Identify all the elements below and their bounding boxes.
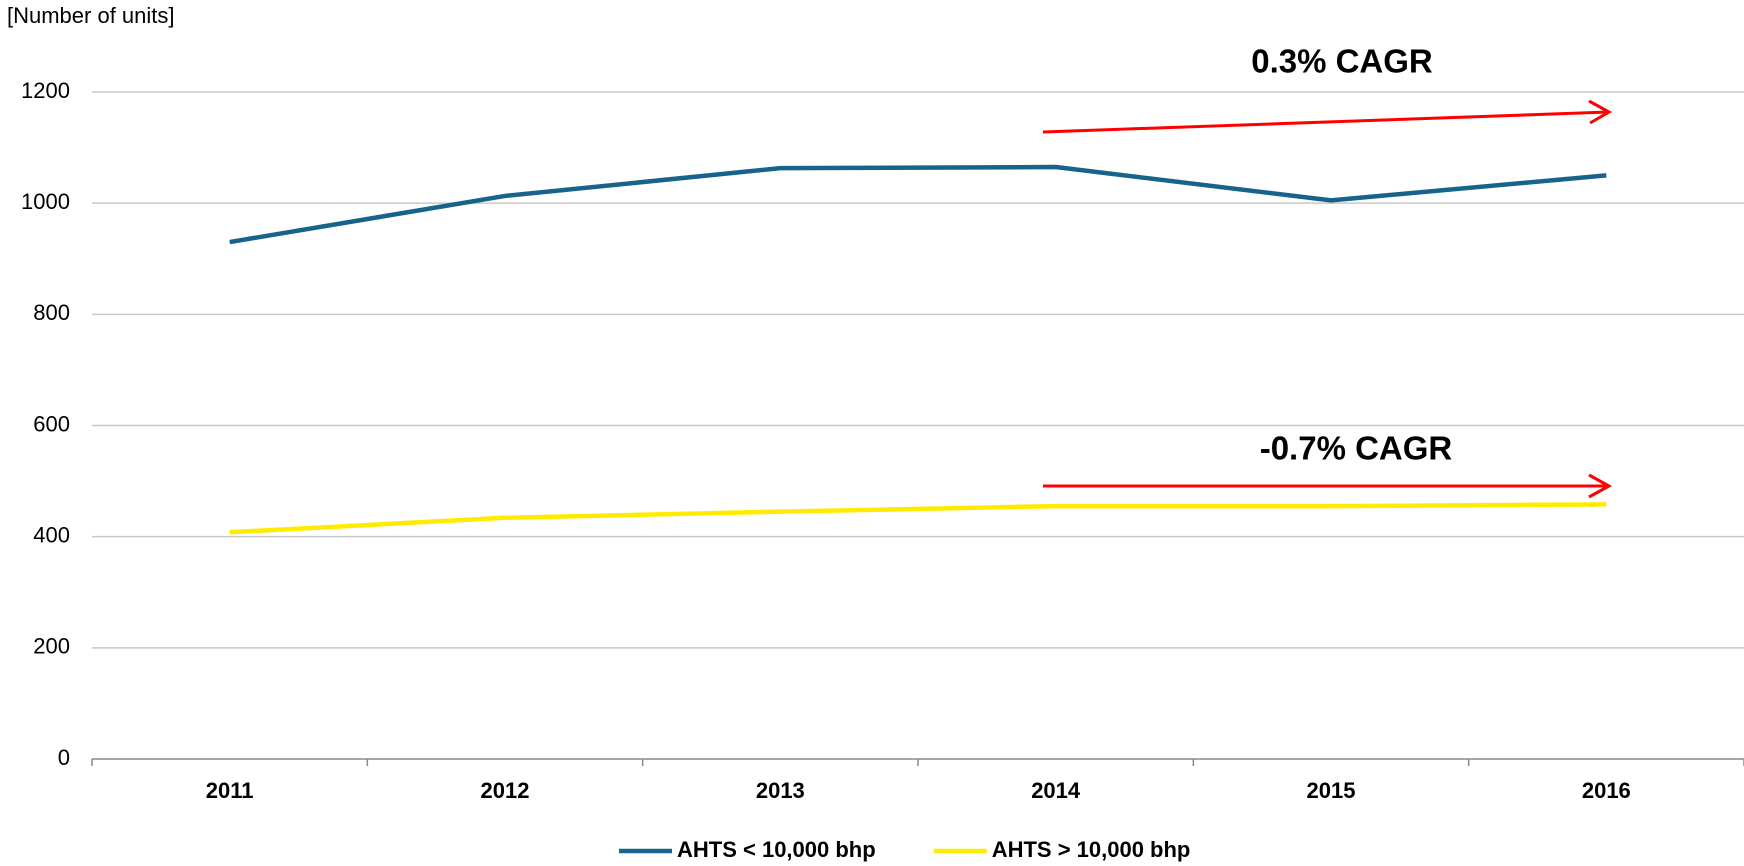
- line-series: [229, 502, 1607, 535]
- line-series: [229, 164, 1607, 245]
- x-tick-label: 2016: [1582, 778, 1631, 803]
- y-tick-label: 1200: [21, 78, 70, 103]
- annotation: -0.7% CAGR: [1260, 430, 1453, 467]
- legend-label: AHTS < 10,000 bhp: [677, 837, 876, 862]
- x-tick-label: 2013: [756, 778, 805, 803]
- y-tick-label: 600: [33, 411, 70, 436]
- arrow: [1042, 99, 1613, 134]
- annotation: 0.3% CAGR: [1251, 43, 1433, 80]
- x-tick-label: 2015: [1307, 778, 1356, 803]
- y-axis-label: [Number of units]: [7, 3, 175, 28]
- arrow: [1043, 473, 1613, 499]
- legend-label: AHTS > 10,000 bhp: [992, 837, 1191, 862]
- y-tick-label: 200: [33, 634, 70, 659]
- y-tick-label: 400: [33, 522, 70, 547]
- y-tick-label: 800: [33, 300, 70, 325]
- y-tick-label: 1000: [21, 189, 70, 214]
- x-tick-label: 2011: [206, 778, 254, 803]
- x-tick-label: 2014: [1031, 778, 1081, 803]
- x-tick-label: 2012: [481, 778, 530, 803]
- y-tick-label: 0: [58, 745, 70, 770]
